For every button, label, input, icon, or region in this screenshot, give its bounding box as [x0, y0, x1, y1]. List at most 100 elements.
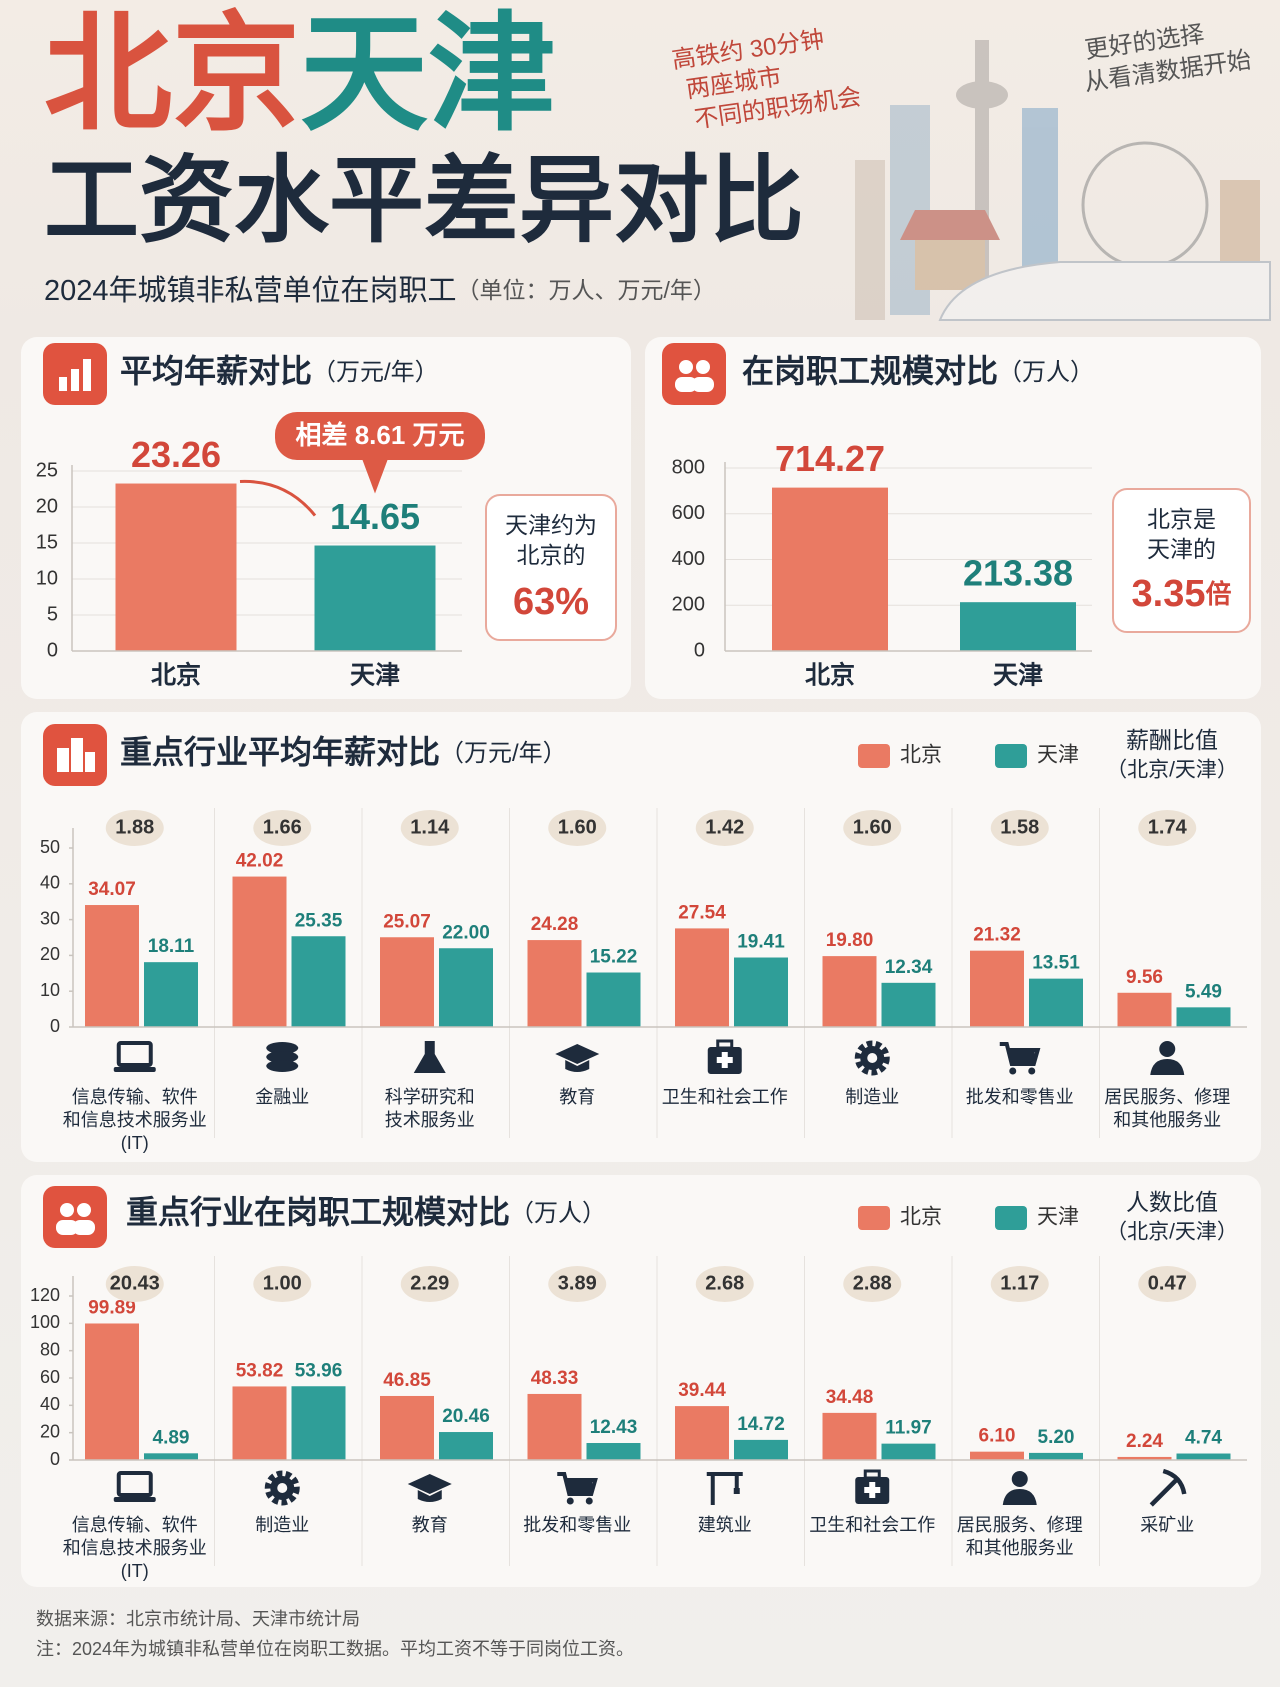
icon-part — [716, 1052, 733, 1068]
footer-note: 注：2024年为城镇非私营单位在岗职工数据。平均工资不等于同岗位工资。 — [36, 1639, 634, 1659]
ratio-badge — [253, 810, 312, 846]
x-tick-label: 金融业 — [255, 1087, 309, 1107]
panel-icon-part — [57, 748, 69, 772]
panel-title: 重点行业在岗职工规模对比（万人） — [126, 1194, 606, 1230]
ratio-badge — [548, 810, 607, 846]
icon — [1150, 1041, 1185, 1075]
building — [855, 160, 885, 320]
value-label: 18.11 — [148, 936, 195, 957]
bar — [314, 545, 436, 651]
icon-part — [413, 1041, 446, 1073]
badge-arrow — [239, 480, 317, 517]
icon-part — [1002, 1489, 1037, 1505]
value-label: 46.85 — [383, 1370, 431, 1391]
ratio-label: 1.60 — [853, 816, 892, 838]
bar — [232, 1386, 287, 1460]
title-unit: （万人） — [510, 1200, 606, 1227]
x-tick-label: 居民服务、修理 — [1104, 1087, 1230, 1107]
subtitle-text: 2024年城镇非私营单位在岗职工 — [44, 274, 457, 307]
ratio-badge — [990, 810, 1049, 846]
icon-part — [555, 1044, 600, 1064]
bar — [144, 962, 198, 1027]
icon-part — [706, 1472, 743, 1505]
icon-part — [266, 1060, 299, 1072]
icon-part — [1009, 1067, 1017, 1075]
value-label: 53.96 — [295, 1360, 343, 1381]
icon-part — [1150, 1059, 1185, 1075]
icon — [113, 1471, 156, 1502]
y-tick-label: 10 — [40, 980, 60, 1000]
legend-swatch — [995, 744, 1027, 768]
unit-note: （单位：万人、万元/年） — [457, 277, 716, 303]
y-tick-label: 40 — [40, 873, 60, 893]
bar — [1029, 1452, 1083, 1460]
x-tick-label: 和其他服务业 — [1113, 1110, 1221, 1130]
x-tick-label: 教育 — [412, 1515, 448, 1535]
ratio-note: （北京/天津） — [1106, 759, 1238, 782]
y-tick-label: 80 — [40, 1339, 60, 1359]
value-label: 42.02 — [236, 851, 284, 872]
value-label: 12.34 — [885, 957, 933, 978]
bar — [734, 957, 788, 1027]
panel-icon-part — [56, 1220, 78, 1235]
value-label: 25.07 — [383, 911, 431, 932]
value-label: 34.48 — [826, 1387, 874, 1408]
title-line1: 北京天津 — [44, 3, 556, 146]
callout-value: 3.35倍 — [1132, 573, 1232, 615]
y-tick-label: 30 — [40, 908, 60, 928]
panel-title: 重点行业平均年薪对比（万元/年） — [120, 734, 567, 770]
panel-icon-part — [71, 369, 79, 391]
title-text: 在岗职工规模对比 — [742, 353, 998, 389]
value-label: 19.80 — [826, 930, 874, 951]
icon-part — [585, 1497, 593, 1505]
callout-value: 63% — [513, 581, 589, 623]
icon-part — [1159, 1041, 1176, 1057]
callout-text: 天津的 — [1147, 536, 1216, 562]
callout-box — [485, 494, 617, 641]
icon-part — [716, 1039, 734, 1050]
bar — [881, 982, 936, 1027]
icon-part — [999, 1042, 1041, 1066]
x-tick-label: 卫生和社会工作 — [809, 1515, 935, 1535]
y-tick-label: 40 — [40, 1394, 60, 1414]
icon — [266, 1042, 299, 1072]
value-label: 714.27 — [775, 438, 885, 479]
value-label: 4.89 — [153, 1427, 190, 1448]
x-tick-label: 天津 — [350, 662, 400, 690]
icon — [999, 1042, 1041, 1075]
icon — [113, 1041, 156, 1072]
legend-label: 北京 — [900, 1206, 942, 1229]
panel — [21, 712, 1261, 1162]
icon-part — [1009, 1052, 1035, 1063]
icon-part — [113, 1497, 156, 1502]
value-label: 34.07 — [88, 879, 136, 900]
ratio-label: 2.29 — [410, 1272, 449, 1294]
bar — [291, 1386, 346, 1460]
panel-icon-part — [85, 752, 95, 772]
panel-icon-part — [679, 360, 693, 374]
callout-unit: 倍 — [1205, 579, 1231, 609]
value-label: 14.65 — [330, 496, 420, 537]
panel-icon-part — [73, 1220, 95, 1235]
bar — [85, 905, 139, 1027]
ratio-header: 人数比值 — [1126, 1189, 1218, 1215]
value-label: 22.00 — [442, 922, 490, 943]
bar — [115, 483, 237, 651]
ratio-badge — [843, 1266, 902, 1302]
title-line2: 工资水平差异对比 — [44, 148, 804, 254]
y-tick-label: 0 — [50, 1016, 60, 1036]
panel-icon-part — [696, 360, 710, 374]
x-tick-label: 和信息技术服务业 — [63, 1110, 207, 1130]
x-tick-label: 北京 — [151, 661, 201, 690]
bar — [1117, 992, 1172, 1027]
y-tick-label: 200 — [672, 594, 705, 616]
value-label: 9.56 — [1126, 967, 1163, 988]
title-text: 平均年薪对比 — [120, 353, 312, 389]
ratio-note: （北京/天津） — [1106, 1221, 1238, 1244]
icon — [413, 1041, 446, 1073]
title-text: 重点行业在岗职工规模对比 — [126, 1194, 510, 1230]
bar — [586, 1443, 641, 1460]
ratio-label: 1.17 — [1000, 1272, 1039, 1294]
ratio-label: 1.14 — [410, 816, 450, 838]
